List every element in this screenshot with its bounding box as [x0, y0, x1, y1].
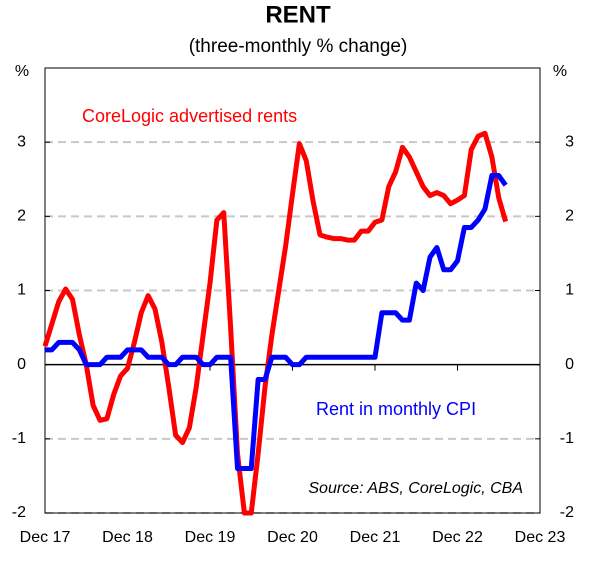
y-tick-label: 0 — [17, 356, 26, 373]
y-unit-left: % — [15, 63, 29, 80]
y-tick-label: 3 — [565, 133, 574, 150]
y-tick-label: 3 — [17, 133, 26, 150]
y-tick-label: 1 — [565, 282, 574, 299]
x-tick-label: Dec 23 — [515, 529, 566, 546]
y-tick-label: -2 — [12, 504, 26, 521]
y-tick-label: -1 — [12, 430, 26, 447]
legend-label: Rent in monthly CPI — [316, 399, 476, 419]
x-tick-label: Dec 17 — [20, 529, 71, 546]
x-tick-label: Dec 18 — [102, 529, 153, 546]
chart-title: RENT — [265, 1, 331, 28]
y-tick-label: 0 — [565, 356, 574, 373]
y-tick-label: -1 — [560, 430, 574, 447]
y-unit-right: % — [553, 63, 567, 80]
series-line — [42, 130, 509, 516]
x-tick-label: Dec 22 — [432, 529, 483, 546]
y-tick-label: 2 — [565, 208, 574, 225]
y-tick-label: 2 — [17, 208, 26, 225]
y-tick-label: -2 — [560, 504, 574, 521]
x-tick-label: Dec 19 — [185, 529, 236, 546]
x-tick-label: Dec 20 — [267, 529, 318, 546]
series-line — [45, 173, 508, 471]
plot-frame — [44, 67, 541, 514]
legend-label: CoreLogic advertised rents — [82, 106, 297, 126]
source-note: Source: ABS, CoreLogic, CBA — [308, 480, 523, 497]
x-tick-label: Dec 21 — [350, 529, 401, 546]
chart-subtitle: (three-monthly % change) — [189, 36, 408, 57]
y-tick-label: 1 — [17, 282, 26, 299]
